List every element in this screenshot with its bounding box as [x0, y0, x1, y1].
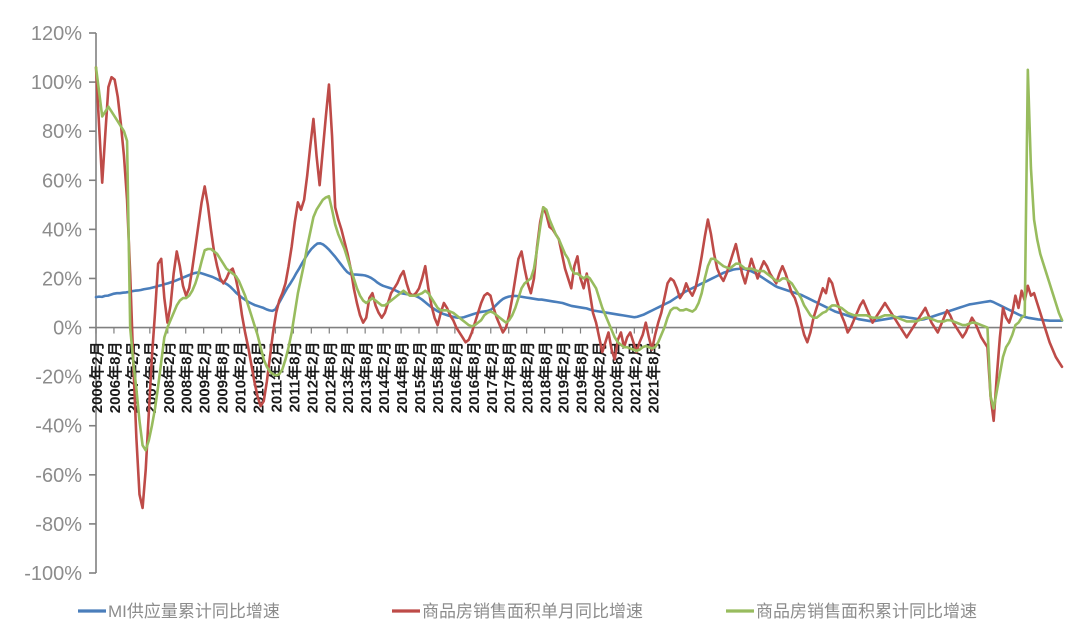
y-axis-tick-label: 60% — [42, 170, 82, 192]
x-axis-tick-label: 2009年2月 — [196, 342, 214, 414]
x-axis-tick-label: 2019年2月 — [555, 342, 573, 414]
x-axis-tick-label: 2015年2月 — [411, 342, 429, 414]
x-axis-tick-label: 2021年8月 — [644, 342, 662, 414]
legend-label-3: 商品房销售面积累计同比增速 — [756, 602, 977, 621]
x-axis-tick-label: 2011年8月 — [285, 342, 303, 413]
x-axis-tick-label: 2011年2月 — [267, 342, 285, 413]
x-axis-tick-label: 2017年8月 — [501, 342, 519, 414]
y-axis-tick-label: -40% — [35, 416, 82, 438]
y-axis-tick-label: 20% — [42, 268, 82, 290]
series-line-1 — [94, 242, 1064, 323]
y-axis-tick-label: 100% — [31, 72, 82, 94]
x-axis-tick-label: 2012年8月 — [321, 342, 339, 414]
x-axis-tick-label: 2009年8月 — [214, 342, 232, 414]
y-axis-tick-label: 120% — [31, 23, 82, 45]
legend-label-2: 商品房销售面积单月同比增速 — [422, 602, 643, 621]
x-axis-tick-label: 2020年2月 — [590, 342, 608, 414]
x-axis-tick-label: 2020年8月 — [608, 342, 626, 414]
y-axis-tick-label: -100% — [24, 563, 82, 585]
x-axis-tick-label: 2014年2月 — [375, 342, 393, 414]
x-axis-tick-label: 2008年2月 — [160, 342, 178, 414]
x-axis-tick-label: 2013年2月 — [339, 342, 357, 414]
x-axis-tick-label: 2019年8月 — [572, 342, 590, 414]
y-axis-tick-label: 40% — [42, 219, 82, 241]
x-axis-tick-label: 2015年8月 — [429, 342, 447, 414]
series-layer — [94, 66, 1064, 510]
y-axis-tick-label: 0% — [53, 318, 82, 340]
y-axis-tick-label: -20% — [35, 367, 82, 389]
x-axis-tick-label: 2018年8月 — [537, 342, 555, 414]
y-axis-tick-label: -60% — [35, 465, 82, 487]
x-axis-tick-label: 2013年8月 — [357, 342, 375, 414]
series-line-3 — [94, 66, 1064, 452]
x-axis-tick-label: 2010年2月 — [232, 342, 250, 414]
legend-label-1: MI供应量累计同比增速 — [108, 602, 280, 621]
series-line-2 — [94, 66, 1064, 510]
x-axis-tick-label: 2016年2月 — [447, 342, 465, 414]
x-axis-tick-label: 2017年2月 — [483, 342, 501, 414]
x-axis-tick-label: 2014年8月 — [393, 342, 411, 414]
y-axis-tick-label: -80% — [35, 514, 82, 536]
x-axis-tick-label: 2006年2月 — [88, 342, 106, 414]
x-axis: 2006年2月 2006年8月 2007年2月 2007年8月 2008年2月 2008年… — [88, 326, 1062, 414]
x-axis-tick-label: 2018年2月 — [519, 342, 537, 414]
y-axis: 120% 100% 80% 60% 40% 20% 0% -20% -40% -60% -80% -1… — [24, 23, 97, 585]
x-axis-tick-label: 2016年8月 — [465, 342, 483, 414]
x-axis-tick-label: 2021年2月 — [626, 342, 644, 414]
x-axis-tick-label: 2008年8月 — [178, 342, 196, 414]
y-axis-tick-label: 80% — [42, 121, 82, 143]
x-axis-tick-label: 2012年2月 — [303, 342, 321, 414]
x-axis-tick-label: 2006年8月 — [106, 342, 124, 414]
chart-legend: MI供应量累计同比增速 商品房销售面积单月同比增速 商品房销售面积累计同比增速 — [78, 602, 977, 621]
